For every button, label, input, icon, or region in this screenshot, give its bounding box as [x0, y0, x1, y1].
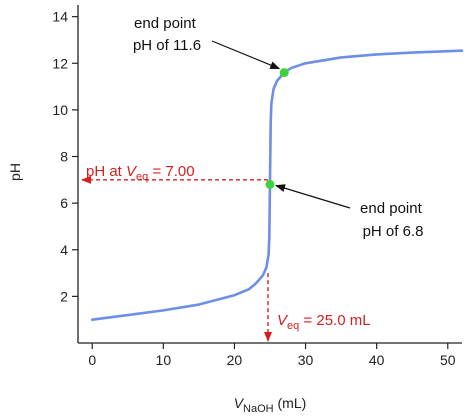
ph-eq-label-v: V: [126, 163, 138, 180]
x-tick-label: 10: [156, 352, 172, 368]
annotation-endpoint-high: end point pH of 11.6: [133, 15, 201, 54]
x-tick-label: 20: [227, 352, 243, 368]
x-tick-label: 40: [369, 352, 385, 368]
y-tick-label: 8: [60, 149, 68, 165]
y-tick-label: 6: [60, 195, 68, 211]
v-eq-label-suffix: = 25.0 mL: [299, 312, 370, 329]
annotation-endpoint-low: end point pH of 6.8: [360, 200, 426, 240]
x-axis-label-sub: NaOH: [243, 403, 274, 415]
x-tick-label: 50: [440, 352, 456, 368]
y-tick-label: 14: [52, 9, 68, 25]
annotation-endpoint-low-line1: end point: [360, 200, 423, 217]
y-axis-label: pH: [7, 163, 23, 181]
annotation-endpoint-high-line2: pH of 11.6: [133, 37, 201, 54]
x-tick-label: 0: [88, 352, 96, 368]
annotation-endpoint-low-line2: pH of 6.8: [363, 223, 424, 240]
v-eq-label-sub: eq: [287, 320, 299, 332]
axis-ticks: 0 10 20 30 40 50 2 4 6 8 10 12 14: [52, 9, 455, 368]
y-tick-label: 10: [52, 102, 68, 118]
annotation-endpoint-high-line1: end point: [134, 15, 197, 32]
reference-lines: [81, 175, 272, 342]
ph-eq-label: pH at Veq = 7.00: [86, 163, 195, 183]
v-eq-label: Veq = 25.0 mL: [277, 312, 371, 332]
y-tick-label: 2: [60, 288, 68, 304]
series-layer: [90, 49, 464, 321]
annotation-arrow-high: [211, 40, 281, 70]
axes: [77, 5, 462, 344]
y-tick-label: 4: [60, 242, 68, 258]
y-tick-label: 12: [52, 55, 68, 71]
annotation-arrow-low: [275, 184, 351, 209]
ph-eq-label-suffix: = 7.00: [148, 163, 194, 180]
x-tick-label: 30: [298, 352, 314, 368]
endpoint-marker: [265, 179, 275, 189]
points-layer: [265, 68, 289, 189]
x-axis-label: VNaOH (mL): [234, 395, 307, 415]
x-axis-label-unit: (mL): [274, 395, 307, 411]
v-eq-label-v: V: [277, 312, 289, 329]
titration-curve: [90, 49, 464, 321]
ph-eq-label-prefix: pH at: [86, 163, 126, 180]
ph-eq-label-sub: eq: [136, 171, 148, 183]
annotations-layer: [211, 40, 351, 209]
x-axis-label-var: V: [234, 395, 245, 411]
endpoint-marker: [279, 68, 289, 78]
